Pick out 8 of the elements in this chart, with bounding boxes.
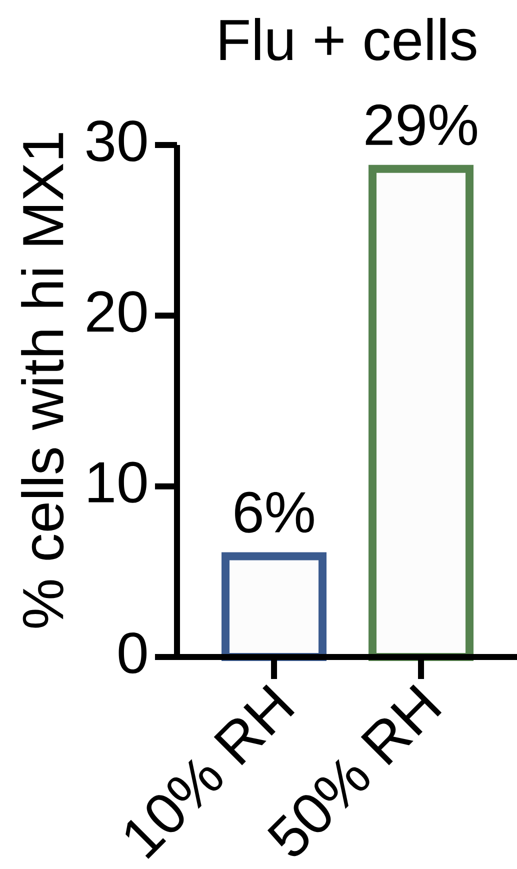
y-axis-title: % cells with hi MX1 xyxy=(21,133,64,628)
chart-title: Flu + cells xyxy=(220,18,476,61)
data-label: 29% xyxy=(366,104,477,146)
y-tick-label: 30 xyxy=(86,120,147,162)
y-tick-label: 0 xyxy=(118,632,147,674)
y-tick-label: 20 xyxy=(87,291,147,332)
data-label: 6% xyxy=(235,492,314,533)
y-tick-label: 10 xyxy=(88,462,147,503)
